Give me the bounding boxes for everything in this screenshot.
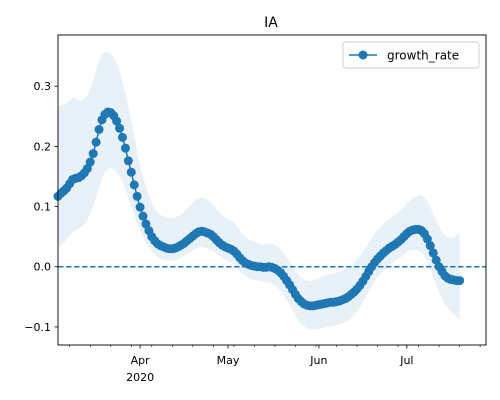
- data-point: [85, 157, 95, 167]
- data-point: [88, 149, 98, 159]
- x-tick-year-label: 2020: [126, 371, 154, 384]
- data-point: [115, 123, 125, 133]
- x-axis-ticks: Apr 2020 May Jun Jul: [69, 345, 481, 384]
- data-point: [425, 241, 435, 251]
- confidence-band: [58, 51, 460, 330]
- data-point: [126, 167, 136, 177]
- data-point: [428, 248, 438, 258]
- y-tick-label: 0.3: [34, 80, 52, 93]
- confidence-band-layer: [58, 51, 460, 330]
- x-tick-label: Jun: [309, 354, 327, 367]
- y-tick-label: 0.1: [34, 201, 52, 214]
- chart-title: IA: [264, 15, 278, 31]
- x-tick-label: Apr: [131, 354, 151, 367]
- data-point: [129, 180, 139, 190]
- legend-marker-swatch: [358, 50, 368, 60]
- data-point: [120, 143, 130, 153]
- y-axis-ticks: −0.1 0.0 0.1 0.2 0.3: [24, 80, 58, 334]
- legend: growth_rate: [342, 41, 480, 69]
- data-point: [455, 276, 465, 286]
- data-point: [117, 132, 127, 142]
- data-point: [132, 191, 142, 201]
- axes-frame: [57, 34, 487, 346]
- data-point: [91, 137, 101, 147]
- x-tick-label: May: [217, 354, 240, 367]
- data-point: [138, 211, 148, 221]
- legend-entry-growth-rate: growth_rate: [387, 49, 459, 63]
- data-point: [112, 116, 122, 126]
- y-tick-label: 0.2: [34, 140, 52, 153]
- y-tick-label: −0.1: [24, 321, 51, 334]
- series-marker-layer: [53, 107, 465, 311]
- data-point: [94, 125, 104, 134]
- data-point: [123, 156, 133, 166]
- legend-box: [342, 41, 480, 69]
- data-point: [135, 202, 145, 212]
- x-tick-label: Jul: [399, 354, 413, 367]
- plot-area: [53, 51, 486, 330]
- y-tick-label: 0.0: [34, 261, 52, 274]
